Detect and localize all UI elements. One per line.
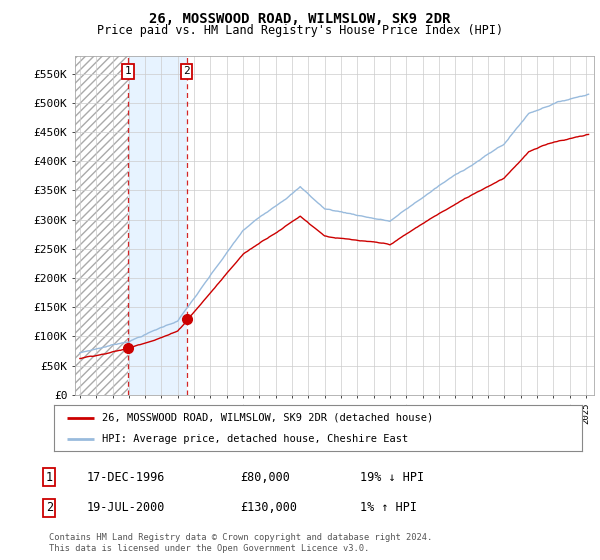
Text: 17-DEC-1996: 17-DEC-1996 — [87, 470, 166, 484]
Text: 26, MOSSWOOD ROAD, WILMSLOW, SK9 2DR (detached house): 26, MOSSWOOD ROAD, WILMSLOW, SK9 2DR (de… — [101, 413, 433, 423]
Bar — [128, 56, 187, 395]
Text: 2: 2 — [183, 66, 190, 76]
Text: £130,000: £130,000 — [240, 501, 297, 515]
Text: 19% ↓ HPI: 19% ↓ HPI — [360, 470, 424, 484]
Text: 2: 2 — [46, 501, 53, 515]
Text: HPI: Average price, detached house, Cheshire East: HPI: Average price, detached house, Ches… — [101, 435, 408, 444]
Bar — [75, 56, 128, 395]
Text: 1: 1 — [46, 470, 53, 484]
Text: 1: 1 — [125, 66, 131, 76]
Text: 1% ↑ HPI: 1% ↑ HPI — [360, 501, 417, 515]
Text: Price paid vs. HM Land Registry's House Price Index (HPI): Price paid vs. HM Land Registry's House … — [97, 24, 503, 36]
Text: 19-JUL-2000: 19-JUL-2000 — [87, 501, 166, 515]
Bar — [75, 56, 128, 395]
Text: Contains HM Land Registry data © Crown copyright and database right 2024.
This d: Contains HM Land Registry data © Crown c… — [49, 533, 433, 553]
Text: 26, MOSSWOOD ROAD, WILMSLOW, SK9 2DR: 26, MOSSWOOD ROAD, WILMSLOW, SK9 2DR — [149, 12, 451, 26]
Text: £80,000: £80,000 — [240, 470, 290, 484]
